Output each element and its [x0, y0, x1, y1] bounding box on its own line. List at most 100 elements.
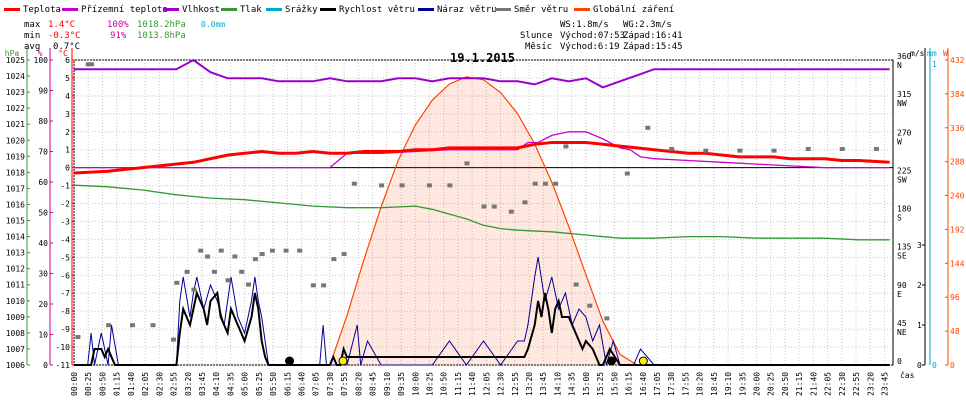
- x-tick-label: 02:30: [155, 372, 164, 396]
- temperature-tick-label: 5: [65, 74, 70, 83]
- x-tick-label: 23:45: [880, 372, 889, 396]
- legend-label: Náraz větru: [437, 5, 497, 15]
- wind-direction-point: [150, 323, 156, 328]
- x-tick-label: 05:50: [269, 372, 278, 396]
- wind-direction-point: [232, 254, 238, 259]
- humidity-unit: %: [38, 49, 43, 58]
- x-tick-label: 07:30: [326, 372, 335, 396]
- wind-direction-point: [771, 148, 777, 153]
- x-tick-label: 10:50: [440, 372, 449, 396]
- wind-direction-tick-label: 135: [897, 243, 912, 252]
- legend-label: Teplota: [23, 5, 61, 15]
- pressure-tick-label: 1025: [6, 56, 25, 65]
- wind-direction-point: [297, 248, 303, 253]
- sun-rise: Východ:07:53: [560, 31, 625, 41]
- x-tick-label: 08:20: [354, 372, 363, 396]
- x-tick-label: 16:40: [639, 372, 648, 396]
- wind-direction-compass-label: N: [897, 61, 902, 70]
- x-tick-label: 21:15: [795, 372, 804, 396]
- legend-swatch: [320, 8, 336, 11]
- radiation-tick-label: 0: [950, 361, 955, 370]
- legend-label: Srážky: [285, 5, 318, 15]
- moon-marker-icon: [606, 356, 616, 366]
- wind-direction-compass-label: E: [897, 290, 902, 299]
- wind-direction-point: [89, 62, 95, 67]
- wind-direction-point: [447, 183, 453, 188]
- x-tick-label: 01:15: [113, 372, 122, 396]
- legend-label: Směr větru: [514, 5, 568, 15]
- x-tick-label: 12:05: [482, 372, 491, 396]
- x-tick-label: 08:45: [369, 372, 378, 396]
- legend: Teplota Přízemní teplota Vlhkost Tlak Srážky…: [4, 5, 674, 15]
- wind-direction-point: [563, 144, 569, 149]
- x-tick-label: 20:25: [767, 372, 776, 396]
- legend-swatch: [62, 8, 78, 11]
- x-tick-label: 00:00: [70, 372, 79, 396]
- pressure-tick-label: 1020: [6, 136, 25, 145]
- wind-direction-point: [170, 337, 176, 342]
- temperature-tick-label: -6: [60, 271, 70, 280]
- wind-direction-point: [426, 183, 432, 188]
- x-tick-label: 00:50: [98, 372, 107, 396]
- moon-set: Západ:15:45: [623, 42, 683, 52]
- wind-direction-point: [246, 282, 252, 287]
- legend-swatch: [4, 8, 20, 11]
- temperature-tick-label: -5: [60, 253, 70, 262]
- rain-tick-label: 1: [932, 60, 937, 69]
- wind-direction-point: [283, 248, 289, 253]
- x-tick-label: 22:05: [824, 372, 833, 396]
- wind-direction-point: [532, 181, 538, 186]
- wind-direction-point: [645, 125, 651, 130]
- pressure-unit: hPa: [5, 49, 20, 58]
- wind-direction-point: [522, 200, 528, 205]
- pressure-tick-label: 1011: [6, 281, 25, 290]
- wind-direction-tick-label: 180: [897, 205, 912, 214]
- radiation-tick-label: 96: [950, 293, 960, 302]
- wind-direction-point: [252, 257, 258, 262]
- wind-speed-tick-label: 1: [917, 321, 922, 330]
- wind-direction-point: [703, 148, 709, 153]
- pressure-tick-label: 1018: [6, 168, 25, 177]
- wind-direction-point: [399, 183, 405, 188]
- moon-marker-icon: [285, 356, 295, 366]
- wind-direction-point: [805, 146, 811, 151]
- legend-label: Globální záření: [593, 5, 674, 15]
- x-tick-label: 00:25: [84, 372, 93, 396]
- wind-direction-point: [737, 148, 743, 153]
- wind-direction-tick-label: 225: [897, 166, 912, 175]
- pressure-tick-label: 1022: [6, 104, 25, 113]
- temperature-tick-label: -9: [60, 325, 70, 334]
- wind-direction-point: [130, 323, 136, 328]
- humidity-tick-label: 30: [38, 270, 48, 279]
- radiation-unit: W: [943, 49, 948, 58]
- x-tick-label: 19:10: [724, 372, 733, 396]
- wind-ws: WS:1.8m/s: [560, 20, 609, 30]
- temperature-tick-label: -11: [56, 361, 71, 370]
- legend-swatch: [266, 8, 282, 11]
- wind-direction-tick-label: 0: [897, 357, 902, 366]
- wind-direction-point: [184, 269, 190, 274]
- wind-direction-point: [106, 323, 112, 328]
- ground-temperature-line: [74, 131, 890, 169]
- wind-speed-line: [74, 289, 890, 366]
- x-tick-label: 18:45: [710, 372, 719, 396]
- temperature-tick-label: 2: [65, 128, 70, 137]
- wind-direction-point: [75, 335, 81, 340]
- pressure-tick-label: 1023: [6, 88, 25, 97]
- x-tick-label: 04:35: [226, 372, 235, 396]
- wind-direction-point: [379, 183, 385, 188]
- radiation-tick-label: 288: [950, 158, 965, 167]
- wind-direction-compass-label: NW: [897, 99, 907, 108]
- x-tick-label: 14:35: [568, 372, 577, 396]
- wind-direction-point: [331, 257, 337, 262]
- x-tick-label: 23:20: [866, 372, 875, 396]
- legend-swatch: [574, 8, 590, 11]
- wind-direction-point: [553, 181, 559, 186]
- moon-label: Měsíc: [525, 42, 552, 52]
- wind-speed-tick-label: 0: [917, 361, 922, 370]
- x-tick-label: 22:55: [852, 372, 861, 396]
- stats-min-temp: -0.3°C: [48, 31, 81, 41]
- x-tick-label: 20:00: [753, 372, 762, 396]
